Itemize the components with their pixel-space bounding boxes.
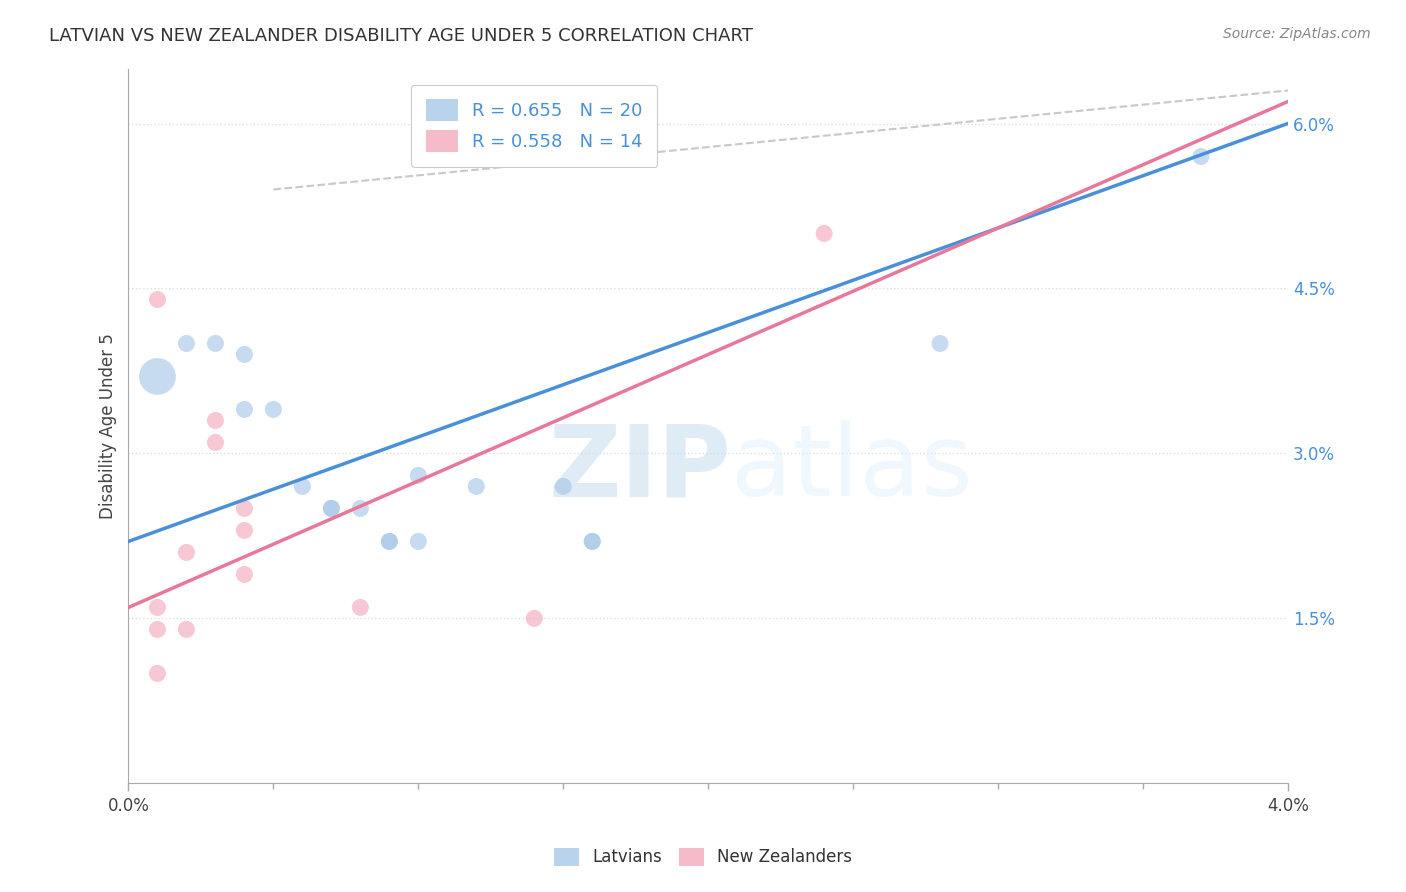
Point	[1189, 149, 1212, 163]
Point	[233, 347, 256, 361]
Point	[146, 623, 169, 637]
Text: atlas: atlas	[731, 420, 973, 517]
Point	[176, 623, 198, 637]
Point	[233, 524, 256, 538]
Point	[378, 534, 401, 549]
Point	[465, 479, 488, 493]
Text: ZIP: ZIP	[548, 420, 731, 517]
Point	[349, 600, 371, 615]
Text: LATVIAN VS NEW ZEALANDER DISABILITY AGE UNDER 5 CORRELATION CHART: LATVIAN VS NEW ZEALANDER DISABILITY AGE …	[49, 27, 754, 45]
Point	[321, 501, 343, 516]
Point	[408, 468, 430, 483]
Point	[204, 336, 226, 351]
Legend: R = 0.655   N = 20, R = 0.558   N = 14: R = 0.655 N = 20, R = 0.558 N = 14	[411, 85, 658, 167]
Point	[408, 534, 430, 549]
Legend: Latvians, New Zealanders: Latvians, New Zealanders	[546, 839, 860, 875]
Y-axis label: Disability Age Under 5: Disability Age Under 5	[100, 333, 117, 519]
Point	[581, 534, 603, 549]
Point	[262, 402, 284, 417]
Point	[523, 611, 546, 625]
Point	[291, 479, 314, 493]
Point	[176, 336, 198, 351]
Point	[146, 293, 169, 307]
Text: Source: ZipAtlas.com: Source: ZipAtlas.com	[1223, 27, 1371, 41]
Point	[204, 435, 226, 450]
Point	[233, 567, 256, 582]
Point	[321, 501, 343, 516]
Point	[581, 534, 603, 549]
Point	[813, 227, 835, 241]
Point	[553, 479, 575, 493]
Point	[929, 336, 952, 351]
Point	[349, 501, 371, 516]
Point	[233, 501, 256, 516]
Point	[146, 369, 169, 384]
Point	[378, 534, 401, 549]
Point	[204, 413, 226, 427]
Point	[146, 666, 169, 681]
Point	[146, 600, 169, 615]
Point	[176, 545, 198, 559]
Point	[233, 402, 256, 417]
